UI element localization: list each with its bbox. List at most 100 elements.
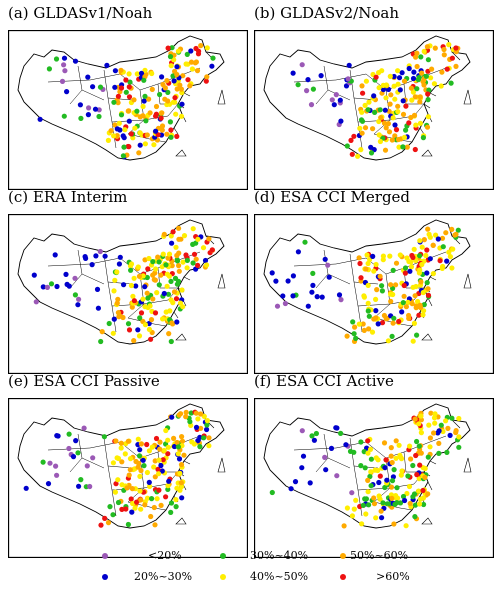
china-map (254, 398, 494, 558)
legend-swatch (340, 553, 346, 559)
station-dot (396, 442, 402, 448)
station-dot (399, 70, 405, 76)
station-dot (413, 452, 419, 459)
station-dot (149, 444, 155, 450)
china-map (8, 30, 248, 190)
station-dot (365, 107, 371, 113)
station-dot (187, 83, 193, 89)
station-dot (125, 438, 131, 444)
station-dot (113, 481, 119, 487)
station-dot (137, 130, 143, 136)
station-dot (359, 130, 365, 136)
station-dot (424, 247, 430, 253)
panel-title: (a) GLDASv1/Noah (8, 4, 153, 22)
station-dot (142, 257, 148, 263)
station-dot (179, 438, 186, 444)
station-dot (121, 135, 127, 141)
station-dot (147, 303, 153, 309)
station-dot (157, 439, 163, 445)
station-dot (363, 496, 369, 502)
station-dot (338, 297, 344, 303)
station-dot (386, 108, 392, 114)
station-dot (111, 99, 117, 105)
station-dot (171, 443, 178, 450)
station-dot (436, 440, 442, 446)
station-dot (128, 261, 135, 267)
station-dot (450, 246, 456, 252)
station-dot (425, 91, 431, 97)
station-dot (362, 102, 368, 108)
station-dot (166, 478, 172, 484)
station-dot (299, 428, 305, 434)
station-dot (131, 298, 137, 304)
station-dot (168, 134, 174, 140)
station-dot (128, 496, 134, 502)
station-dot (443, 230, 449, 236)
station-dot (359, 83, 365, 89)
station-dot (179, 101, 185, 107)
map-panel-f: (f) ESA CCI Active (254, 372, 494, 562)
station-dot (417, 462, 423, 468)
station-dot (136, 273, 142, 279)
station-dot (305, 303, 311, 309)
station-dot (131, 97, 137, 103)
station-dot (190, 260, 196, 266)
station-dot (178, 462, 185, 468)
station-dot (282, 300, 288, 307)
station-dot (169, 45, 175, 51)
station-dot (421, 48, 427, 54)
station-dot (414, 50, 420, 56)
station-dot (72, 292, 78, 298)
station-dot (161, 447, 167, 454)
station-dot (395, 136, 402, 143)
station-dot (75, 450, 81, 456)
station-dot (420, 312, 426, 318)
station-dot (408, 85, 414, 91)
station-dot (105, 137, 111, 143)
station-dot (133, 283, 139, 289)
station-dot (366, 99, 372, 105)
station-dot (377, 107, 383, 113)
station-dot (173, 504, 179, 510)
station-dot (110, 460, 116, 466)
station-dot (122, 127, 128, 133)
station-dot (413, 122, 419, 128)
station-dot (325, 262, 331, 268)
station-dot (328, 445, 335, 451)
legend-label: 40%~50% (250, 570, 309, 583)
station-dot (85, 112, 91, 118)
panel-title: (c) ERA Interim (8, 188, 128, 206)
station-dot (116, 261, 122, 267)
station-dot (179, 495, 185, 501)
station-dot (193, 256, 199, 262)
station-dot (410, 494, 416, 500)
station-dot (424, 270, 430, 276)
station-dot (166, 251, 173, 257)
station-dot (165, 444, 171, 450)
station-dot (62, 68, 68, 74)
station-dot (420, 78, 427, 84)
station-dot (273, 278, 279, 284)
station-dot (157, 446, 163, 452)
station-dot (440, 263, 446, 270)
station-dot (385, 338, 391, 344)
station-dot (169, 263, 175, 269)
station-dot (376, 118, 382, 125)
station-dot (120, 153, 126, 159)
station-dot (144, 132, 150, 138)
station-dot (377, 496, 383, 502)
station-dot (125, 321, 132, 327)
station-dot (137, 488, 143, 494)
station-dot (292, 479, 299, 485)
station-dot (410, 338, 416, 344)
station-dot (63, 271, 69, 277)
station-dot (367, 473, 373, 480)
station-dot (142, 141, 148, 147)
station-dot (427, 256, 433, 262)
station-dot (391, 73, 397, 80)
station-dot (156, 471, 162, 477)
station-dot (66, 431, 72, 437)
station-dot (126, 118, 132, 124)
station-dot (387, 253, 393, 259)
station-dot (115, 93, 121, 99)
